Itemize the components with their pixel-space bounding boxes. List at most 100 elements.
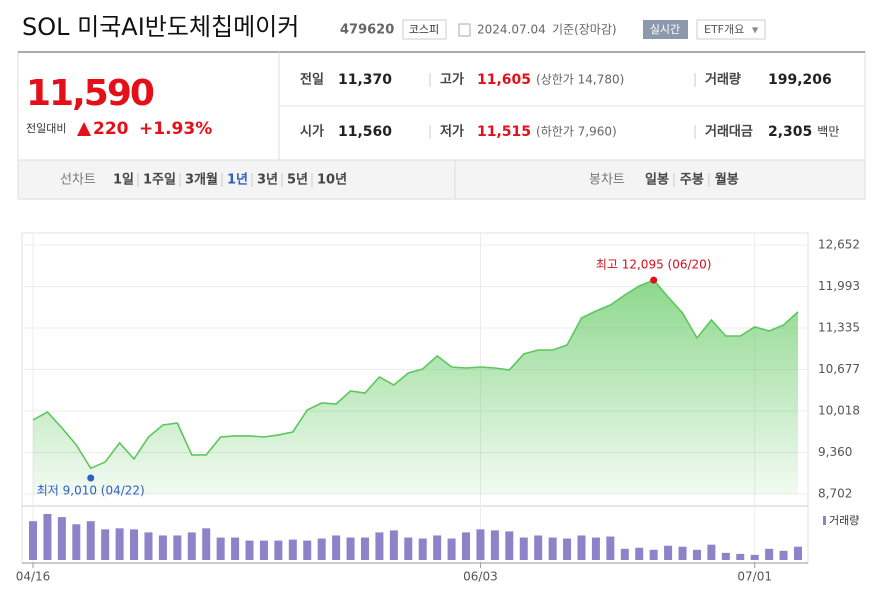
volume-bar — [216, 537, 225, 560]
stat-value: 11,605 — [477, 72, 531, 88]
volume-bar — [29, 521, 37, 560]
volume-bar — [375, 532, 384, 560]
stat-value: 199,206 — [768, 72, 832, 88]
volume-bar — [620, 548, 629, 560]
stat-note: (하한가 7,960) — [536, 125, 617, 139]
tab[interactable]: 3개월 — [185, 172, 218, 188]
tab[interactable]: 10년 — [317, 173, 347, 188]
volume-bar — [476, 529, 485, 560]
market-box — [402, 19, 447, 40]
price-line — [32, 279, 799, 470]
volume-bar — [259, 540, 268, 560]
change-pct: +1.93% — [139, 119, 212, 139]
low-marker — [87, 474, 95, 482]
tab-bar — [17, 159, 866, 200]
stat-value: 11,515 — [477, 124, 531, 140]
volume-bar — [303, 540, 312, 560]
volume-bar — [534, 535, 543, 560]
tab[interactable]: 1주일 — [143, 173, 176, 188]
volume-bar — [86, 521, 95, 560]
volume-bar — [72, 524, 81, 560]
volume-bar — [101, 529, 110, 560]
volume-bar — [144, 532, 153, 560]
volume-bar — [231, 537, 240, 560]
volume-bar — [187, 532, 196, 560]
volume-bar — [418, 538, 427, 560]
etf-box[interactable] — [696, 19, 766, 40]
price: 11,590 — [26, 73, 154, 114]
y-tick-label: 10,018 — [818, 404, 860, 418]
legend-label: 거래량 — [829, 514, 859, 527]
volume-bar — [404, 537, 413, 560]
volume-bar — [245, 540, 254, 560]
legend-swatch — [823, 516, 826, 525]
stat-label: 저가 — [440, 125, 464, 140]
x-tick-label: 07/01 — [737, 570, 772, 584]
y-tick-label: 11,993 — [818, 279, 860, 293]
tab[interactable]: 1일 — [113, 173, 134, 188]
volume-bar — [462, 532, 471, 560]
volume-bar — [43, 514, 52, 560]
stat-label: 거래량 — [705, 73, 741, 88]
up-arrow — [77, 122, 91, 136]
market: 코스피 — [409, 23, 439, 36]
volume-bar — [519, 537, 528, 560]
volume-bar — [678, 546, 687, 560]
tab-group-label: 선차트 — [60, 173, 96, 188]
stat-value: 2,305 — [768, 124, 812, 140]
stat-value: 11,370 — [338, 72, 392, 88]
tab[interactable]: 일봉 — [645, 173, 669, 188]
volume-bar — [736, 553, 745, 560]
realtime-box[interactable] — [643, 20, 688, 39]
volume-bar — [130, 529, 139, 560]
volume-bar — [158, 535, 167, 560]
volume-bar — [389, 530, 398, 560]
date: 2024.07.04 — [477, 23, 546, 37]
volume-bar — [765, 548, 774, 560]
volume-bar — [635, 547, 644, 560]
date-note: 기준(장마감) — [552, 23, 617, 37]
volume-bar — [664, 545, 673, 560]
high-annotation: 최고 12,095 (06/20) — [596, 258, 712, 272]
etf-info[interactable]: ETF개요 — [704, 23, 744, 36]
tab[interactable]: 3년 — [257, 173, 278, 188]
stat-label: 거래대금 — [705, 125, 753, 140]
stat-label: 전일 — [300, 72, 324, 88]
volume-bar — [346, 537, 355, 560]
volume-bar — [606, 536, 615, 560]
title: SOL 미국AI반도체칩메이커 — [22, 13, 299, 41]
volume-bar — [490, 530, 499, 560]
volume-bar — [288, 539, 297, 560]
stat-label: 시가 — [300, 125, 324, 140]
y-tick-label: 10,677 — [818, 362, 860, 376]
volume-bar — [779, 550, 788, 560]
tab[interactable]: 5년 — [287, 173, 308, 188]
stat-label: 고가 — [440, 73, 464, 88]
y-tick-label: 8,702 — [818, 487, 852, 501]
y-tick-label: 11,335 — [818, 321, 860, 335]
calendar-icon — [458, 23, 471, 37]
stat-unit: 백만 — [817, 125, 839, 139]
volume-bar — [721, 552, 730, 560]
volume-bar — [649, 549, 658, 560]
price-area — [33, 280, 798, 494]
tab[interactable]: 월봉 — [715, 172, 739, 188]
volume-bar — [57, 517, 66, 560]
dropdown-arrow: ▼ — [752, 26, 759, 35]
volume-bar — [505, 531, 514, 560]
volume-bar — [447, 538, 456, 560]
volume-bar — [433, 535, 442, 560]
stat-value: 11,560 — [338, 124, 392, 140]
volume-bar — [577, 535, 586, 560]
tab[interactable]: 1년 — [227, 173, 248, 188]
change-label: 전일대비 — [26, 121, 66, 135]
tab[interactable]: 주봉 — [680, 173, 704, 188]
stat-note: (상한가 14,780) — [536, 73, 624, 87]
realtime[interactable]: 실시간 — [650, 23, 680, 36]
volume-bar — [794, 546, 802, 560]
volume-bar — [202, 528, 211, 560]
volume-bar — [563, 538, 572, 560]
volume-bar — [115, 528, 124, 560]
volume-bar — [548, 537, 557, 560]
